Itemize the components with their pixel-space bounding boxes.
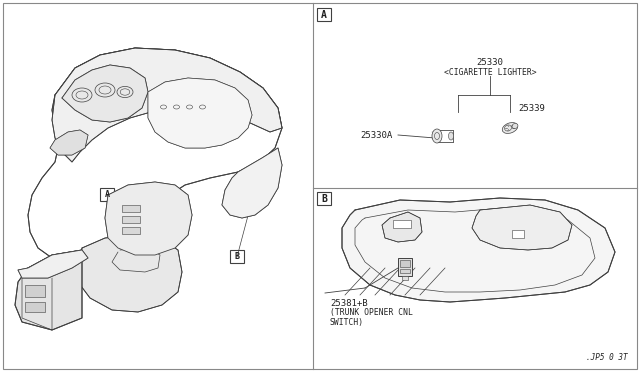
- Bar: [400, 260, 410, 267]
- Polygon shape: [222, 148, 282, 218]
- Polygon shape: [472, 205, 572, 250]
- Bar: [230, 250, 244, 263]
- Bar: [398, 258, 412, 276]
- Text: 25339: 25339: [518, 103, 545, 112]
- Text: <CIGARETTE LIGHTER>: <CIGARETTE LIGHTER>: [444, 67, 536, 77]
- Polygon shape: [62, 65, 148, 122]
- Bar: [25, 302, 45, 312]
- Bar: [317, 8, 331, 21]
- Bar: [317, 192, 331, 205]
- Polygon shape: [18, 250, 88, 278]
- Polygon shape: [28, 48, 282, 262]
- Bar: [25, 285, 45, 297]
- Polygon shape: [52, 48, 282, 162]
- Ellipse shape: [432, 129, 442, 143]
- Polygon shape: [15, 250, 82, 330]
- Ellipse shape: [502, 122, 518, 134]
- Text: SWITCH): SWITCH): [330, 318, 364, 327]
- Text: .JP5 0 3T: .JP5 0 3T: [586, 353, 628, 362]
- Polygon shape: [342, 198, 615, 302]
- Bar: [122, 216, 140, 223]
- Polygon shape: [105, 182, 192, 255]
- Bar: [122, 227, 140, 234]
- Text: 25381+B: 25381+B: [330, 298, 367, 308]
- Bar: [512, 230, 524, 238]
- Polygon shape: [437, 130, 453, 142]
- Bar: [402, 276, 408, 280]
- Text: 25330: 25330: [477, 58, 504, 67]
- Ellipse shape: [512, 124, 518, 129]
- Text: A: A: [321, 10, 327, 19]
- Text: A: A: [104, 190, 109, 199]
- Ellipse shape: [449, 132, 454, 140]
- Bar: [122, 205, 140, 212]
- Text: B: B: [321, 193, 327, 203]
- Polygon shape: [148, 78, 252, 148]
- Text: (TRUNK OPENER CNL: (TRUNK OPENER CNL: [330, 308, 413, 317]
- Bar: [100, 188, 114, 201]
- Polygon shape: [50, 130, 88, 155]
- Polygon shape: [78, 235, 182, 312]
- Text: B: B: [234, 252, 239, 261]
- Bar: [393, 220, 411, 228]
- Text: 25330A: 25330A: [360, 131, 392, 140]
- Polygon shape: [382, 212, 422, 242]
- Bar: [400, 269, 410, 273]
